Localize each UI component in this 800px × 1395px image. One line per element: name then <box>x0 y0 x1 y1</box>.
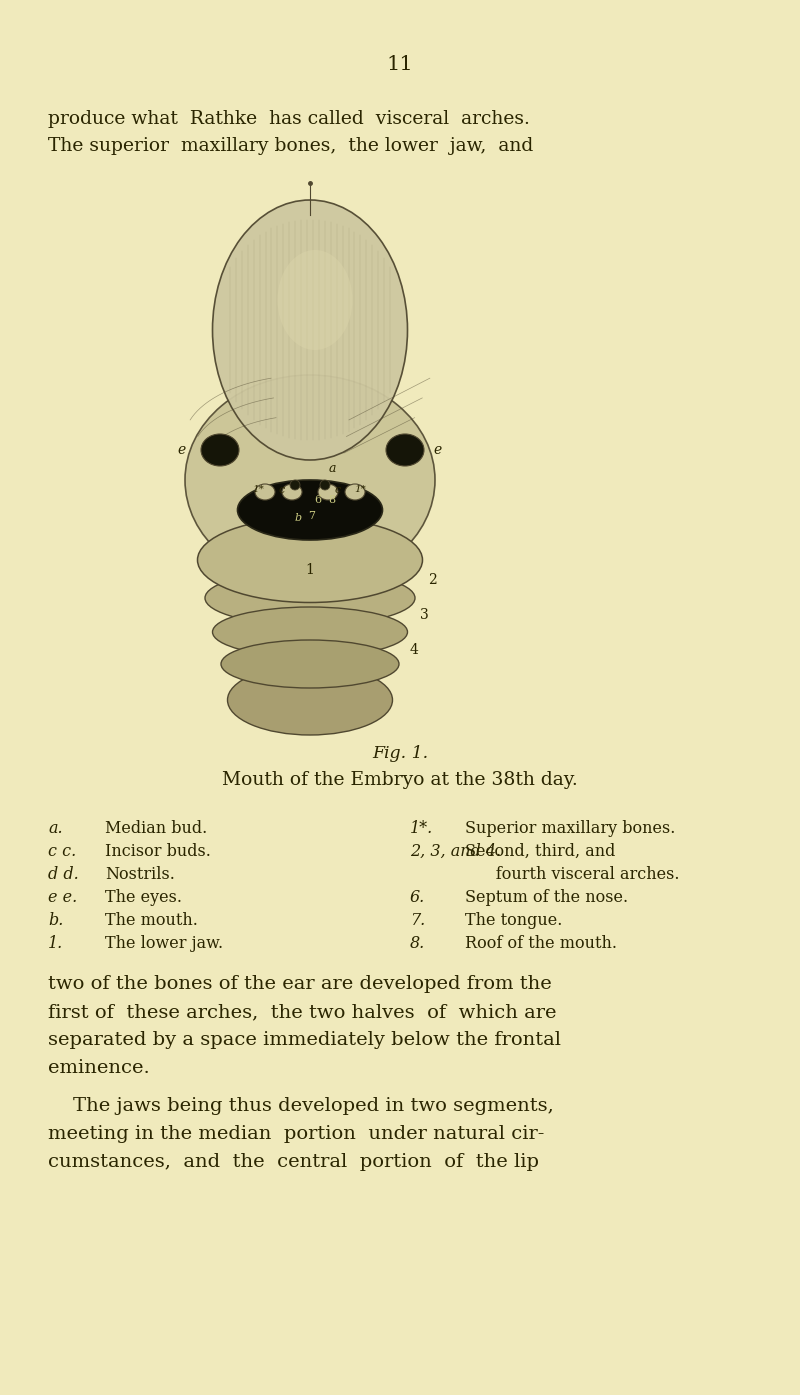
Text: 11: 11 <box>386 54 414 74</box>
Text: Nostrils.: Nostrils. <box>105 866 175 883</box>
Ellipse shape <box>213 199 407 460</box>
Ellipse shape <box>386 434 424 466</box>
Text: d d.: d d. <box>48 866 78 883</box>
Text: cumstances,  and  the  central  portion  of  the lip: cumstances, and the central portion of t… <box>48 1154 539 1170</box>
Text: Incisor buds.: Incisor buds. <box>105 843 211 859</box>
Ellipse shape <box>278 250 353 350</box>
Text: c: c <box>279 485 285 495</box>
Text: 6.: 6. <box>410 889 426 905</box>
Text: 8.: 8. <box>410 935 426 951</box>
Text: 2, 3, and 4.: 2, 3, and 4. <box>410 843 501 859</box>
Circle shape <box>290 480 300 490</box>
Text: separated by a space immediately below the frontal: separated by a space immediately below t… <box>48 1031 561 1049</box>
Text: 2: 2 <box>428 573 437 587</box>
Ellipse shape <box>255 484 275 499</box>
Text: b: b <box>294 513 302 523</box>
Ellipse shape <box>213 607 407 657</box>
Text: 6: 6 <box>314 495 322 505</box>
Text: eminence.: eminence. <box>48 1059 150 1077</box>
Text: fourth visceral arches.: fourth visceral arches. <box>465 866 679 883</box>
Text: 3: 3 <box>420 608 429 622</box>
Text: e: e <box>434 444 442 458</box>
Ellipse shape <box>201 434 239 466</box>
Text: e: e <box>178 444 186 458</box>
Text: The tongue.: The tongue. <box>465 912 562 929</box>
Text: e e.: e e. <box>48 889 78 905</box>
Ellipse shape <box>205 571 415 625</box>
Ellipse shape <box>221 640 399 688</box>
Text: two of the bones of the ear are developed from the: two of the bones of the ear are develope… <box>48 975 552 993</box>
Ellipse shape <box>318 484 338 499</box>
Text: The lower jaw.: The lower jaw. <box>105 935 223 951</box>
Text: 1*.: 1*. <box>410 820 434 837</box>
Text: 1: 1 <box>306 564 314 578</box>
Text: c c.: c c. <box>48 843 76 859</box>
Text: 8: 8 <box>329 495 335 505</box>
Text: 7: 7 <box>309 511 315 520</box>
Text: a: a <box>328 462 336 474</box>
Text: The jaws being thus developed in two segments,: The jaws being thus developed in two seg… <box>48 1096 554 1115</box>
Ellipse shape <box>238 480 382 540</box>
Ellipse shape <box>282 484 302 499</box>
Text: Septum of the nose.: Septum of the nose. <box>465 889 628 905</box>
Ellipse shape <box>185 375 435 585</box>
Text: 1*: 1* <box>252 485 264 494</box>
Text: Superior maxillary bones.: Superior maxillary bones. <box>465 820 675 837</box>
Circle shape <box>320 480 330 490</box>
Text: Second, third, and: Second, third, and <box>465 843 615 859</box>
Text: 4: 4 <box>410 643 419 657</box>
Text: a.: a. <box>48 820 62 837</box>
Ellipse shape <box>227 665 393 735</box>
Text: meeting in the median  portion  under natural cir-: meeting in the median portion under natu… <box>48 1124 544 1143</box>
Text: Median bud.: Median bud. <box>105 820 207 837</box>
Text: b.: b. <box>48 912 63 929</box>
Text: first of  these arches,  the two halves  of  which are: first of these arches, the two halves of… <box>48 1003 557 1021</box>
Ellipse shape <box>198 518 422 603</box>
Text: The superior  maxillary bones,  the lower  jaw,  and: The superior maxillary bones, the lower … <box>48 137 534 155</box>
Text: produce what  Rathke  has called  visceral  arches.: produce what Rathke has called visceral … <box>48 110 530 128</box>
Text: c: c <box>335 485 341 495</box>
Text: 1*: 1* <box>354 485 366 494</box>
Text: The eyes.: The eyes. <box>105 889 182 905</box>
Text: Fig. 1.: Fig. 1. <box>372 745 428 762</box>
Text: Roof of the mouth.: Roof of the mouth. <box>465 935 617 951</box>
Text: Mouth of the Embryo at the 38th day.: Mouth of the Embryo at the 38th day. <box>222 771 578 790</box>
Ellipse shape <box>345 484 365 499</box>
Text: The mouth.: The mouth. <box>105 912 198 929</box>
Text: 1.: 1. <box>48 935 63 951</box>
Text: 7.: 7. <box>410 912 426 929</box>
